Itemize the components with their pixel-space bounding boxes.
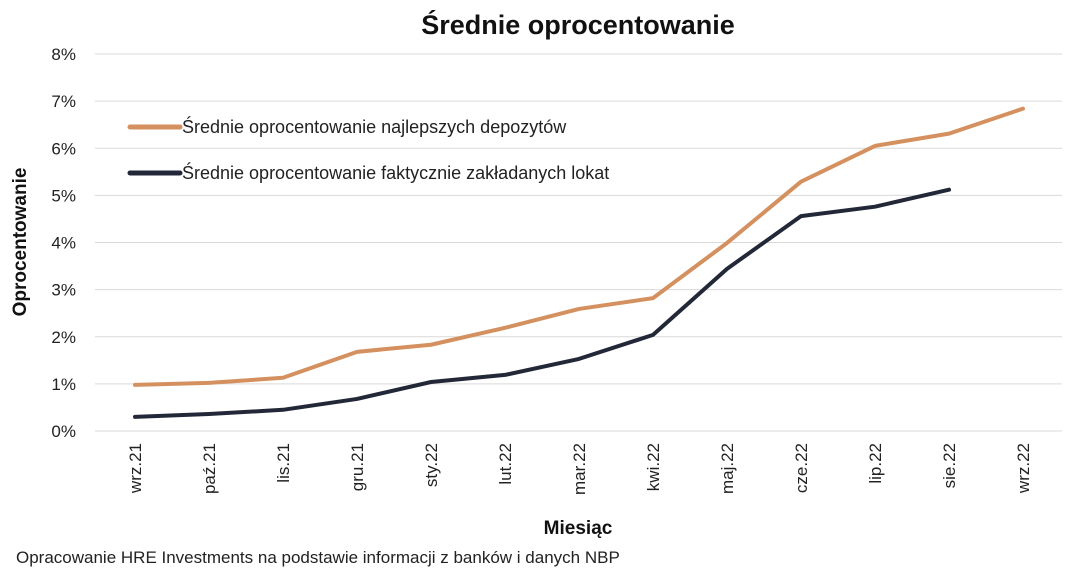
x-tick-label: gru.21: [348, 443, 367, 491]
series-line-0: [133, 106, 1025, 387]
x-tick-label: wrz.22: [1014, 443, 1033, 494]
x-tick-label: maj.22: [718, 443, 737, 494]
x-tick-label: cze.22: [792, 443, 811, 493]
y-tick-label: 4%: [51, 234, 76, 253]
x-tick-label: kwi.22: [644, 443, 663, 491]
x-tick-label: wrz.21: [126, 443, 145, 494]
y-tick-label: 2%: [51, 328, 76, 347]
y-axis-ticks: 0% 1% 2% 3% 4% 5% 6% 7% 8%: [51, 45, 76, 441]
series-line-1: [133, 187, 951, 419]
source-note: Opracowanie HRE Investments na podstawie…: [16, 548, 620, 567]
y-tick-label: 6%: [51, 139, 76, 158]
chart-title: Średnie oprocentowanie: [421, 9, 735, 40]
legend-label-actual-deposits: Średnie oprocentowanie faktycznie zakład…: [182, 162, 609, 183]
y-tick-label: 3%: [51, 281, 76, 300]
x-tick-label: sie.22: [940, 443, 959, 488]
y-tick-label: 1%: [51, 375, 76, 394]
x-tick-label: paź.21: [200, 443, 219, 494]
legend: Średnie oprocentowanie najlepszych depoz…: [127, 116, 609, 183]
series-lines: [133, 106, 1025, 419]
x-tick-label: lis.21: [274, 443, 293, 483]
x-axis-ticks: wrz.21 paź.21 lis.21 gru.21 sty.22 lut.22 mar.…: [126, 443, 1033, 495]
x-tick-label: lut.22: [496, 443, 515, 485]
x-tick-label: sty.22: [422, 443, 441, 487]
grid: [95, 53, 1062, 432]
y-tick-label: 7%: [51, 92, 76, 111]
x-axis-label: Miesiąc: [544, 518, 613, 539]
x-tick-label: lip.22: [866, 443, 885, 484]
y-tick-label: 0%: [51, 422, 76, 441]
y-tick-label: 8%: [51, 45, 76, 64]
legend-label-best-deposits: Średnie oprocentowanie najlepszych depoz…: [182, 116, 567, 137]
x-tick-label: mar.22: [570, 443, 589, 495]
y-axis-label: Oprocentowanie: [10, 168, 31, 317]
y-tick-label: 5%: [51, 186, 76, 205]
